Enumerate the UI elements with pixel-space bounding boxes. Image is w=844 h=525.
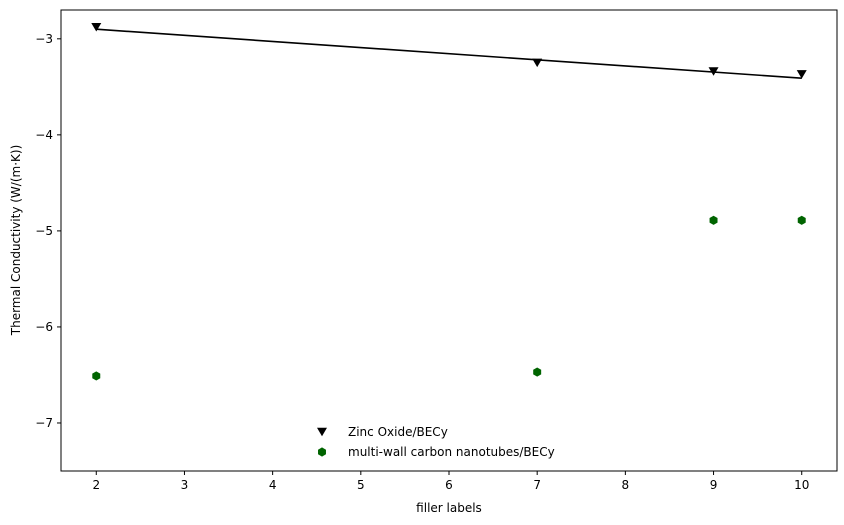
legend: Zinc Oxide/BECy multi-wall carbon nanotub… xyxy=(317,425,555,459)
x-axis: 2 3 4 5 6 7 8 9 10 xyxy=(92,471,809,492)
x-axis-label: filler labels xyxy=(416,501,482,515)
carbon-nanotube-point xyxy=(92,371,101,381)
plot-area xyxy=(61,10,837,471)
zinc-oxide-fit-line xyxy=(96,28,802,79)
x-tick-label: 3 xyxy=(181,478,189,492)
x-tick-label: 5 xyxy=(357,478,365,492)
y-tick-label: −7 xyxy=(35,416,53,430)
fit-line-layer xyxy=(96,28,802,79)
y-tick-label: −3 xyxy=(35,32,53,46)
points-layer xyxy=(91,23,807,381)
x-tick-label: 2 xyxy=(92,478,100,492)
carbon-nanotube-point xyxy=(533,367,542,377)
y-axis: −7 −6 −5 −4 −3 xyxy=(35,32,61,430)
x-tick-label: 7 xyxy=(533,478,541,492)
y-tick-label: −6 xyxy=(35,320,53,334)
y-tick-label: −5 xyxy=(35,224,53,238)
legend-label: multi-wall carbon nanotubes/BECy xyxy=(348,445,555,459)
zinc-oxide-point xyxy=(91,23,102,32)
x-tick-label: 9 xyxy=(710,478,718,492)
legend-marker-carbon-nanotubes xyxy=(318,447,326,457)
x-tick-label: 10 xyxy=(794,478,809,492)
carbon-nanotube-point xyxy=(709,215,718,225)
zinc-oxide-point xyxy=(708,67,719,76)
legend-label: Zinc Oxide/BECy xyxy=(348,425,448,439)
x-tick-label: 8 xyxy=(622,478,630,492)
zinc-oxide-point xyxy=(796,70,807,79)
x-tick-label: 6 xyxy=(445,478,453,492)
carbon-nanotube-point xyxy=(797,215,806,225)
zinc-oxide-point xyxy=(532,58,543,68)
y-tick-label: −4 xyxy=(35,128,53,142)
x-tick-label: 4 xyxy=(269,478,277,492)
y-axis-label: Thermal Conductivity (W/(m·K)) xyxy=(9,145,23,336)
legend-marker-zinc-oxide xyxy=(317,427,327,437)
